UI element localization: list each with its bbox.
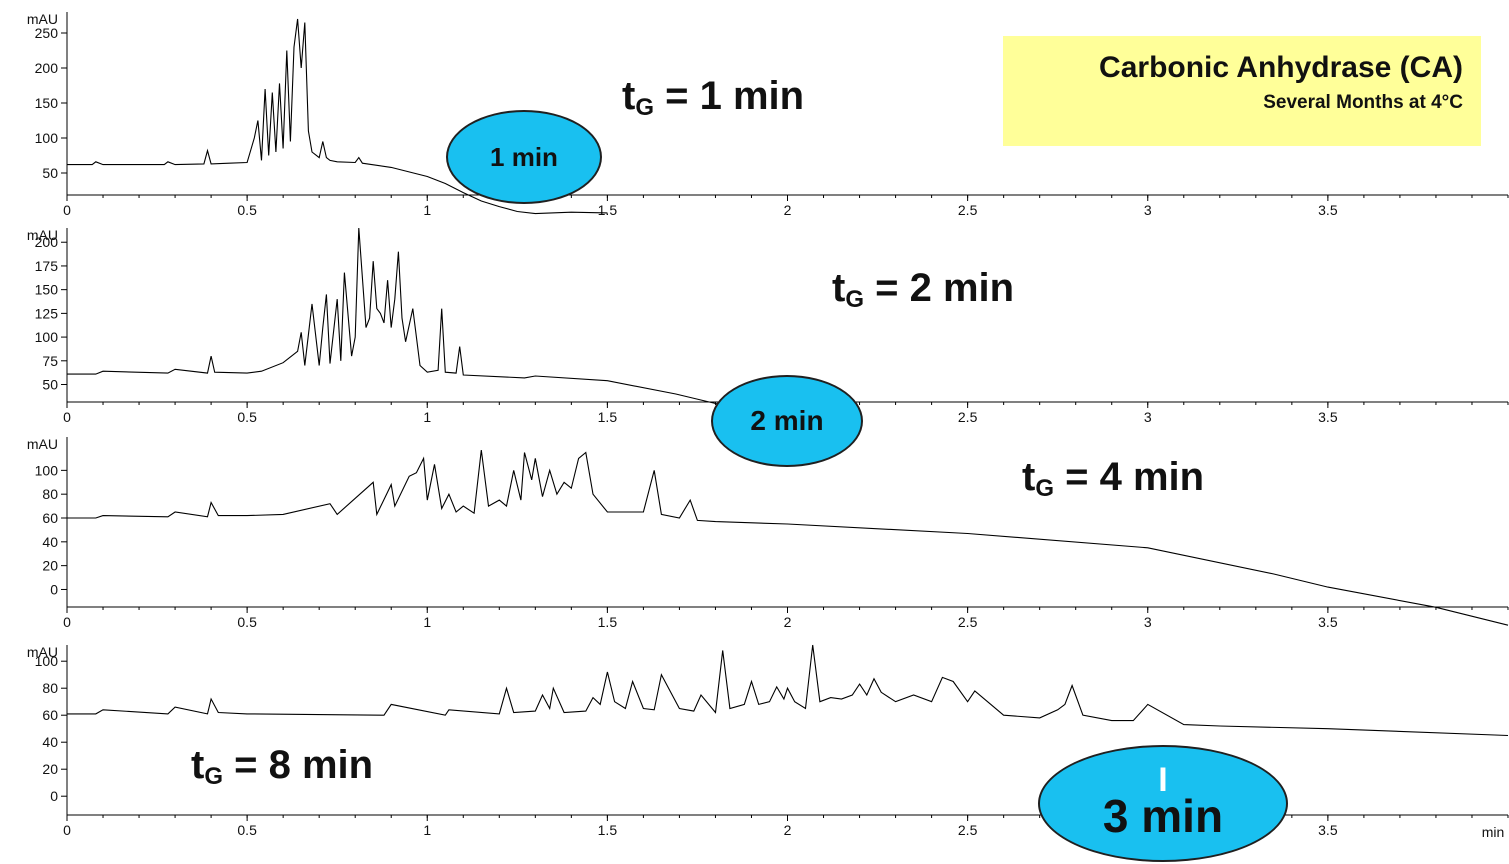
x-tick-label: 1.5 [598,614,618,630]
x-tick-label: 2.5 [958,822,978,838]
y-tick-label: 0 [50,581,58,597]
tg-label-8min: tG = 8 min [191,743,374,790]
y-tick-label: 75 [42,353,58,369]
gradient-bubble-1min: 1 min [446,110,602,204]
y-tick-label: 40 [42,534,58,550]
x-tick-label: 1 [423,409,431,425]
gradient-bubble-3min: I 3 min [1038,745,1288,862]
x-tick-label: 0 [63,409,71,425]
chart-title: Carbonic Anhydrase (CA) [1099,51,1463,84]
y-tick-label: 150 [35,282,59,298]
y-tick-label: 20 [42,558,58,574]
y-tick-label: 0 [50,788,58,804]
y-tick-label: 60 [42,707,58,723]
y-tick-label: 200 [35,234,59,250]
x-tick-label: 1.5 [598,822,618,838]
y-tick-label: 150 [35,95,59,111]
x-tick-label: 3.5 [1318,822,1338,838]
y-axis-unit-label: mAU [27,11,58,27]
y-tick-label: 50 [42,377,58,393]
y-tick-label: 20 [42,761,58,777]
y-tick-label: 200 [35,60,59,76]
tg-label-4min: tG = 4 min [1022,455,1205,502]
chromatogram-trace-1 [67,227,752,409]
x-tick-label: 0 [63,202,71,218]
tg-label-1min: tG = 1 min [622,74,805,121]
y-tick-label: 125 [35,305,59,321]
y-tick-label: 100 [35,462,59,478]
x-tick-label: 3 [1144,202,1152,218]
x-tick-label: 0 [63,614,71,630]
x-tick-label: 1 [423,202,431,218]
x-tick-label: 3.5 [1318,202,1338,218]
x-tick-label: 1 [423,614,431,630]
y-axis-unit-label: mAU [27,644,58,660]
chromatogram-trace-0 [67,18,608,215]
y-tick-label: 100 [35,653,59,669]
x-tick-label: 2 [784,202,792,218]
y-tick-label: 50 [42,165,58,181]
title-box: Carbonic Anhydrase (CA) Several Months a… [1003,36,1481,146]
x-tick-label: 2 [784,614,792,630]
x-tick-label: 1.5 [598,202,618,218]
y-tick-label: 40 [42,734,58,750]
x-tick-label: 3 [1144,409,1152,425]
chromatogram-trace-3 [67,644,1509,737]
x-tick-label: 0.5 [237,614,257,630]
x-tick-label: 2.5 [958,409,978,425]
x-tick-label: 2 [784,822,792,838]
x-tick-label: 0.5 [237,822,257,838]
x-tick-label: 0 [63,822,71,838]
y-tick-label: 175 [35,258,59,274]
x-tick-label: 2.5 [958,614,978,630]
x-tick-label: 1.5 [598,409,618,425]
y-axis-unit-label: mAU [27,227,58,243]
y-tick-label: 80 [42,486,58,502]
x-tick-label: 3 [1144,614,1152,630]
x-tick-label: 3.5 [1318,409,1338,425]
x-tick-label: 1 [423,822,431,838]
chart-subtitle: Several Months at 4°C [1263,92,1463,113]
bubble-mark: I [1158,760,1168,799]
tg-label-2min: tG = 2 min [832,266,1015,313]
x-tick-label: 0.5 [237,202,257,218]
x-tick-label: 2.5 [958,202,978,218]
x-axis-unit-label: min [1482,824,1505,840]
y-tick-label: 100 [35,329,59,345]
y-tick-label: 60 [42,510,58,526]
x-tick-label: 3.5 [1318,614,1338,630]
y-tick-label: 250 [35,25,59,41]
y-tick-label: 100 [35,130,59,146]
chromatogram-trace-2 [67,450,1509,626]
y-tick-label: 80 [42,680,58,696]
y-axis-unit-label: mAU [27,436,58,452]
x-tick-label: 0.5 [237,409,257,425]
gradient-bubble-2min: 2 min [711,375,863,467]
